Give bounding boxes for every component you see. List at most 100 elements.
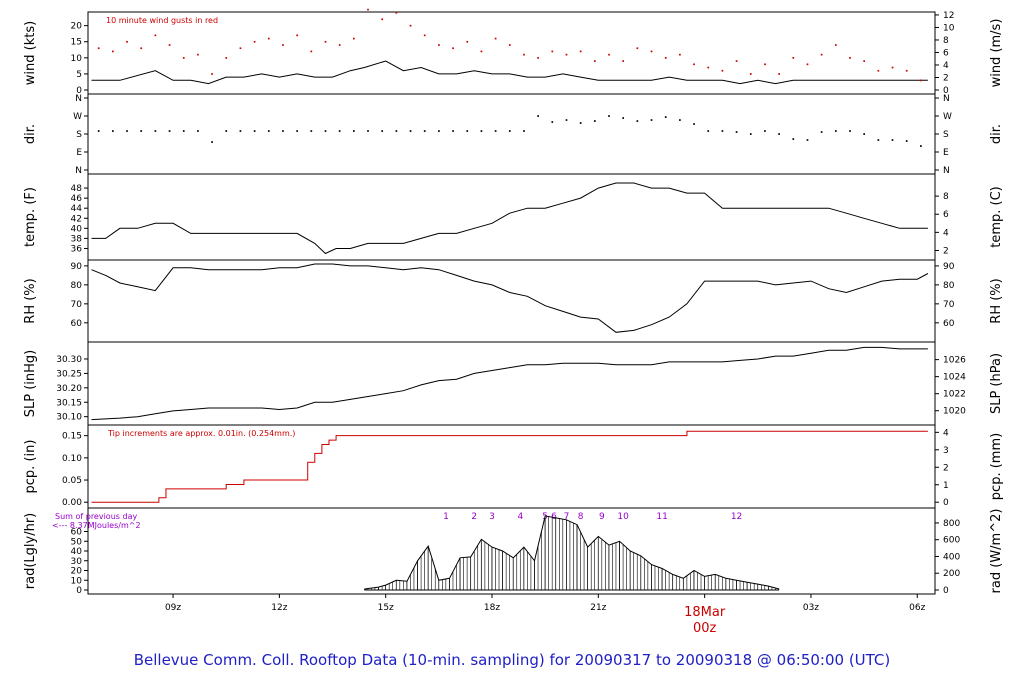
data-point-dir xyxy=(367,130,369,132)
data-point-wind xyxy=(834,44,837,46)
ylabel-right-rh: RH (%) xyxy=(989,278,1004,323)
right-tick-label-wind: 0 xyxy=(943,86,949,96)
hour-marker-11: 11 xyxy=(656,512,667,522)
right-tick-label-rh: 80 xyxy=(943,281,955,291)
hour-marker-7: 7 xyxy=(564,512,570,522)
left-tick-label-wind: 0 xyxy=(76,86,82,96)
data-point-wind xyxy=(593,60,596,62)
data-point-dir xyxy=(679,119,681,121)
data-point-wind xyxy=(126,40,128,43)
data-point-dir xyxy=(537,115,539,117)
ylabel-left-pcp: pcp. (in) xyxy=(23,440,38,494)
data-point-wind xyxy=(664,57,667,59)
footer-title: Bellevue Comm. Coll. Rooftop Data (10-mi… xyxy=(133,651,891,669)
panel-frame-temp xyxy=(87,173,936,261)
left-tick-label-dir: N xyxy=(75,94,82,104)
right-tick-label-wind: 8 xyxy=(943,36,949,46)
data-point-dir xyxy=(749,133,752,135)
data-point-dir xyxy=(182,130,185,132)
right-tick-label-temp: 6 xyxy=(943,210,949,220)
data-point-dir xyxy=(806,139,809,141)
left-tick-label-wind: 5 xyxy=(76,70,82,80)
data-point-dir xyxy=(126,130,128,132)
data-point-wind xyxy=(849,57,851,59)
ylabel-left-rad: rad(Lgly/hr) xyxy=(23,513,38,589)
left-tick-label-dir: W xyxy=(73,112,82,122)
left-tick-label-temp: 42 xyxy=(71,214,82,224)
series-line-rh xyxy=(91,263,929,333)
data-point-dir xyxy=(352,130,355,132)
left-tick-label-rh: 80 xyxy=(71,281,83,291)
data-point-wind xyxy=(423,34,426,37)
ylabel-left-temp: temp. (F) xyxy=(23,187,38,247)
right-tick-label-wind: 2 xyxy=(943,73,949,83)
series-line-temp xyxy=(91,182,928,255)
hour-marker-12: 12 xyxy=(731,512,742,522)
data-point-wind xyxy=(764,63,766,66)
data-point-dir xyxy=(565,119,568,121)
data-point-wind xyxy=(367,8,369,11)
left-tick-label-rad: 40 xyxy=(71,547,83,557)
data-point-dir xyxy=(466,130,469,132)
left-tick-label-temp: 44 xyxy=(71,204,83,214)
data-point-dir xyxy=(338,130,341,132)
right-tick-label-dir: W xyxy=(943,112,952,122)
data-point-wind xyxy=(395,11,398,14)
data-point-wind xyxy=(253,40,256,43)
data-point-wind xyxy=(650,50,653,53)
ylabel-right-dir: dir. xyxy=(989,124,1004,144)
data-point-wind xyxy=(352,37,355,40)
ylabel-right-rad: rad (W/m^2) xyxy=(989,509,1004,594)
data-point-dir xyxy=(211,141,213,143)
right-tick-label-temp: 4 xyxy=(943,228,949,238)
data-point-wind xyxy=(211,73,213,75)
data-point-wind xyxy=(806,63,809,66)
right-tick-label-wind: 12 xyxy=(943,11,954,21)
data-point-dir xyxy=(693,123,695,125)
right-tick-label-rad: 400 xyxy=(943,552,960,562)
data-point-wind xyxy=(438,44,440,46)
data-point-dir xyxy=(267,130,270,132)
data-point-wind xyxy=(324,40,327,43)
right-tick-label-slp: 1024 xyxy=(943,373,966,383)
hour-marker-8: 8 xyxy=(578,512,584,522)
right-tick-label-pcp: 1 xyxy=(943,481,949,491)
left-tick-label-temp: 36 xyxy=(71,244,83,254)
right-tick-label-rad: 0 xyxy=(943,586,949,596)
x-tick-label: 12z xyxy=(271,603,287,613)
left-tick-label-wind: 20 xyxy=(71,22,83,32)
data-point-wind xyxy=(452,47,454,50)
data-point-dir xyxy=(764,130,766,132)
data-point-wind xyxy=(551,50,554,53)
data-point-dir xyxy=(381,130,384,132)
x-tick-label: 21z xyxy=(590,603,606,613)
data-point-dir xyxy=(820,131,823,133)
left-tick-label-dir: N xyxy=(75,166,82,176)
left-tick-label-temp: 40 xyxy=(71,224,83,234)
right-tick-label-pcp: 2 xyxy=(943,463,949,473)
hour-marker-6: 6 xyxy=(551,512,557,522)
data-point-dir xyxy=(452,130,454,132)
data-point-wind xyxy=(679,53,681,56)
data-point-dir xyxy=(721,130,724,132)
data-point-wind xyxy=(820,53,823,56)
right-tick-label-wind: 4 xyxy=(943,61,949,71)
data-point-wind xyxy=(97,47,100,50)
ylabel-left-slp: SLP (inHg) xyxy=(23,350,38,418)
left-tick-label-wind: 15 xyxy=(71,38,82,48)
series-step-pcp xyxy=(91,430,928,503)
data-point-wind xyxy=(168,44,171,46)
hour-marker-9: 9 xyxy=(599,512,605,522)
right-tick-label-dir: N xyxy=(943,166,950,176)
data-point-dir xyxy=(920,145,922,147)
data-point-wind xyxy=(494,37,497,40)
left-tick-label-slp: 30.25 xyxy=(56,369,82,379)
data-point-wind xyxy=(778,73,780,75)
left-tick-label-rad: 20 xyxy=(71,567,83,577)
right-tick-label-slp: 1020 xyxy=(943,407,966,417)
left-tick-label-slp: 30.10 xyxy=(56,413,82,423)
data-point-wind xyxy=(877,69,880,72)
data-point-dir xyxy=(622,117,625,119)
data-point-dir xyxy=(792,138,795,140)
x-tick-label: 18z xyxy=(484,603,500,613)
